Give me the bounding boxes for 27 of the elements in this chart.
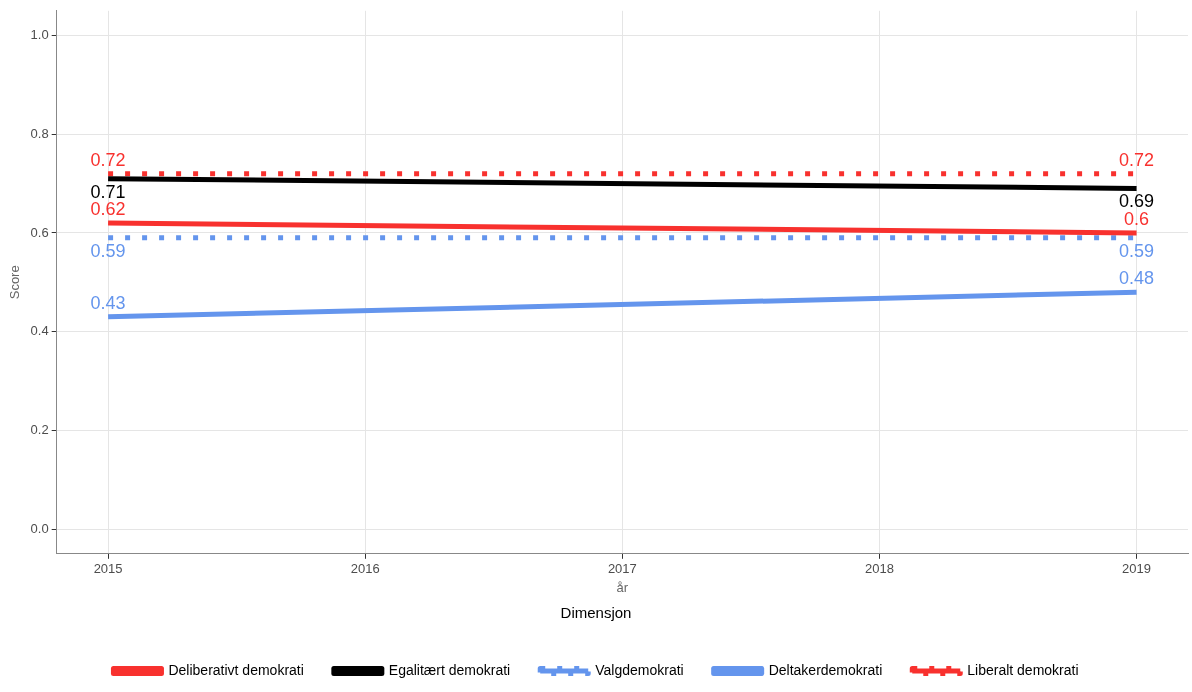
legend-label: Deltakerdemokrati [768,661,883,678]
data-label: 0.59 [90,240,126,261]
y-tick-label: 0.6 [30,224,49,240]
legend-label: Valgdemokrati [595,661,684,678]
data-label: 0.72 [90,149,126,170]
y-tick-label: 0.2 [30,421,49,437]
data-label: 0.71 [90,181,126,202]
legend-title: Dimensjon [560,603,632,621]
y-tick-label: 0.4 [30,323,49,339]
x-tick-label: 2019 [1122,561,1152,577]
y-tick-label: 0.0 [30,520,49,536]
data-label: 0.43 [90,292,126,313]
data-label: 0.72 [1119,149,1155,170]
x-axis-title: år [616,579,629,595]
y-tick-label: 0.8 [30,125,49,141]
legend-label: Liberalt demokrati [967,661,1079,678]
x-tick-label: 2015 [93,561,123,577]
x-tick-label: 2017 [607,561,637,577]
legend-label: Deliberativt demokrati [168,661,304,678]
y-tick-label: 1.0 [30,27,49,43]
x-tick-label: 2018 [864,561,894,577]
data-label: 0.48 [1119,268,1155,289]
data-label: 0.59 [1119,240,1155,261]
data-label: 0.62 [90,199,126,220]
y-axis-title: Score [7,265,23,300]
x-tick-label: 2016 [350,561,380,577]
legend-label: Egalitært demokrati [388,661,511,678]
